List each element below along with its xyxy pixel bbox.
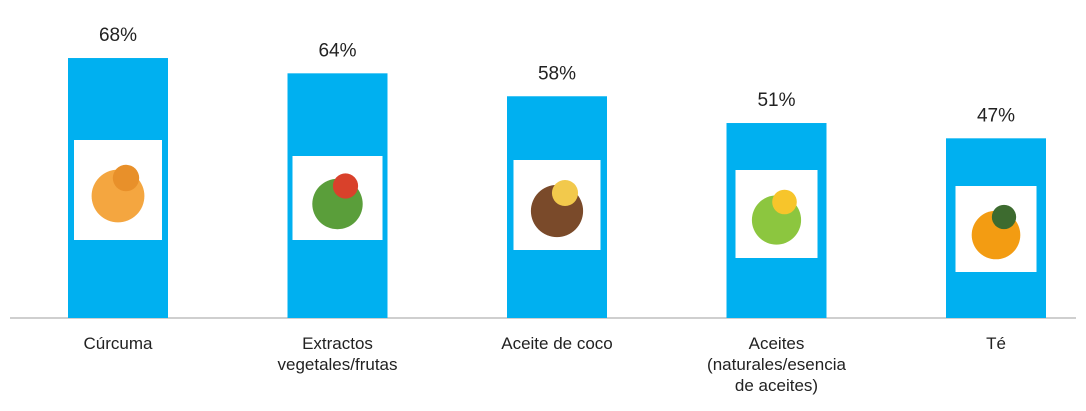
x-tick-label: Té	[891, 333, 1086, 354]
icon-shape	[333, 173, 358, 198]
x-tick-label: Extractos vegetales/frutas	[233, 333, 443, 375]
icon	[293, 156, 383, 240]
value-label: 64%	[318, 40, 356, 61]
icon-shape	[552, 180, 578, 206]
icon	[74, 140, 162, 240]
icon	[956, 186, 1037, 272]
icon-shape	[992, 205, 1016, 229]
value-label: 68%	[99, 25, 137, 46]
icon	[514, 160, 601, 250]
value-label: 58%	[538, 63, 576, 84]
x-tick-label: Cúrcuma	[13, 333, 223, 354]
x-tick-label: Aceites (naturales/esencia de aceites)	[672, 333, 882, 396]
value-label: 47%	[977, 105, 1015, 126]
icon	[736, 170, 818, 258]
icon-shape	[772, 190, 797, 215]
icon-shape	[113, 165, 139, 191]
page: {"chart_data": {"type": "bar", "categori…	[0, 0, 1086, 411]
value-label: 51%	[757, 90, 795, 111]
x-tick-label: Aceite de coco	[452, 333, 662, 354]
